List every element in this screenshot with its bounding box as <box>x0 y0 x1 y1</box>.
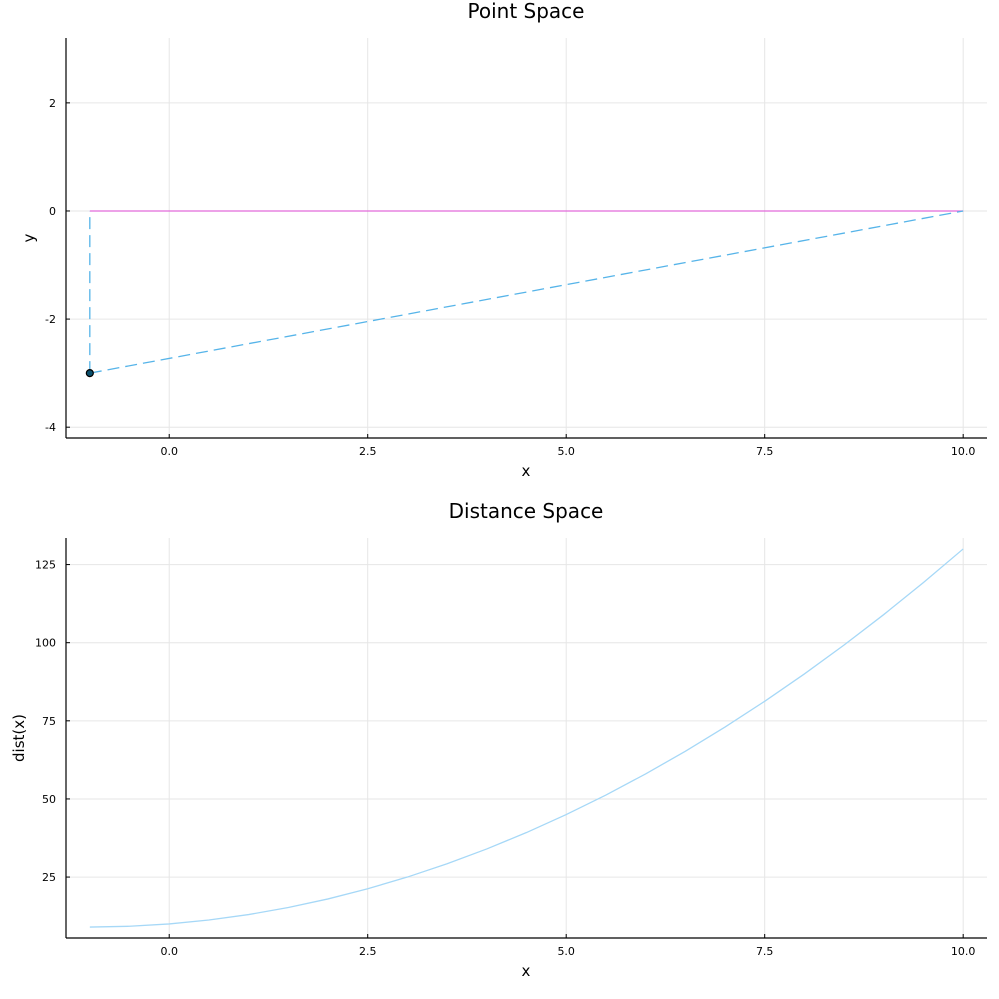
point-space-y-label: y <box>20 233 38 242</box>
distance-space-y-label: dist(x) <box>10 714 28 762</box>
y-tick-label: -4 <box>45 421 56 434</box>
point-space-title: Point Space <box>468 0 585 23</box>
distance-space-title: Distance Space <box>449 499 604 523</box>
y-tick-label: 125 <box>35 559 56 572</box>
point-space-ticks: 0.0 2.5 5.0 7.5 10.0 -4 -2 0 2 <box>45 97 975 458</box>
y-tick-label: 100 <box>35 637 56 650</box>
y-tick-label: 75 <box>42 715 56 728</box>
series-line <box>89 548 964 928</box>
point-space-grid <box>66 38 987 438</box>
point-space-x-label: x <box>522 462 531 480</box>
x-tick-label: 10.0 <box>951 445 976 458</box>
distance-space-panel: Distance Space 0.0 2.5 5.0 7.5 10.0 25 50 75 100… <box>10 499 987 980</box>
y-tick-label: 25 <box>42 871 56 884</box>
y-tick-label: 0 <box>49 205 56 218</box>
x-tick-label: 10.0 <box>951 945 976 958</box>
x-tick-label: 2.5 <box>359 945 377 958</box>
y-tick-label: 50 <box>42 793 56 806</box>
data-point <box>85 369 94 378</box>
x-tick-label: 0.0 <box>160 445 178 458</box>
x-tick-label: 5.0 <box>557 945 575 958</box>
distance-space-ticks: 0.0 2.5 5.0 7.5 10.0 25 50 75 100 125 <box>35 559 975 958</box>
y-tick-label: -2 <box>45 313 56 326</box>
point-space-series <box>89 210 964 374</box>
distance-space-x-label: x <box>522 962 531 980</box>
point-space-panel: Point Space 0.0 2.5 5.0 7.5 10.0 -4 -2 0 2 x y <box>20 0 987 480</box>
y-tick-label: 2 <box>49 97 56 110</box>
x-tick-label: 7.5 <box>756 945 774 958</box>
distance-space-series <box>89 548 964 928</box>
x-tick-label: 2.5 <box>359 445 377 458</box>
x-tick-label: 5.0 <box>557 445 575 458</box>
point-space-points <box>85 369 94 378</box>
distance-space-grid <box>66 538 987 938</box>
series-line <box>89 210 964 374</box>
x-tick-label: 7.5 <box>756 445 774 458</box>
x-tick-label: 0.0 <box>160 945 178 958</box>
